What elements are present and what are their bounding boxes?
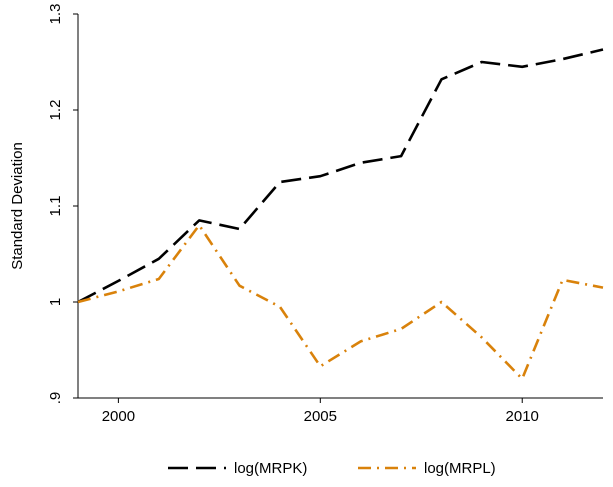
legend: log(MRPK) log(MRPL) (168, 460, 496, 477)
plot-area: .9 1 1.1 1.2 1.3 2000 2005 2010 Standard Deviati… (9, 4, 604, 425)
y-tick-label: 1.1 (47, 196, 64, 217)
y-axis-title: Standard Deviation (9, 142, 26, 270)
series-line-0 (77, 48, 604, 304)
y-tick-label: .9 (47, 392, 64, 405)
x-tick-label: 2005 (304, 408, 337, 425)
legend-label-0: log(MRPK) (234, 460, 307, 477)
series-line-1 (77, 223, 604, 381)
y-tick-label: 1 (47, 298, 64, 306)
y-tick-label: 1.3 (47, 4, 64, 25)
x-tick-label: 2010 (506, 408, 539, 425)
legend-label-1: log(MRPL) (424, 460, 496, 477)
x-tick-label: 2000 (102, 408, 135, 425)
y-tick-label: 1.2 (47, 100, 64, 121)
